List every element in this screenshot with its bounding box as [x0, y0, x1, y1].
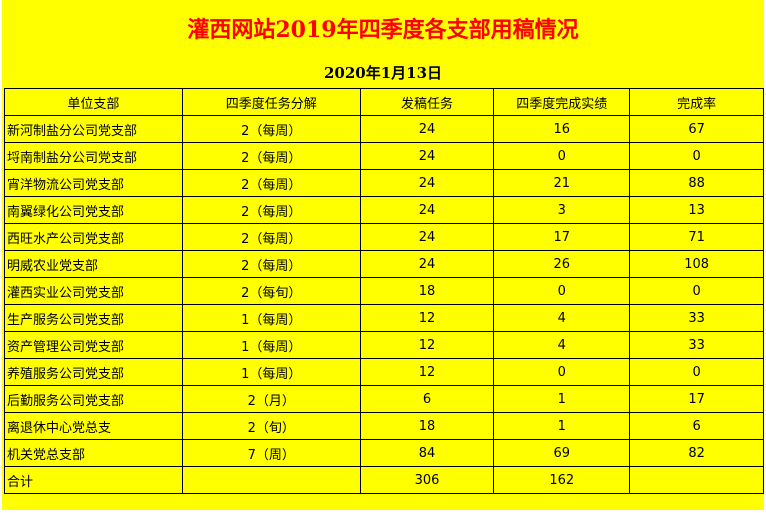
assigned-cell[interactable]: 12: [359, 304, 495, 332]
task-breakdown-cell[interactable]: 1（每周）: [181, 304, 361, 332]
rate-cell[interactable]: [629, 466, 764, 494]
assigned-cell[interactable]: 24: [359, 196, 495, 224]
completed-cell[interactable]: 3: [493, 196, 631, 224]
unit-cell[interactable]: 生产服务公司党支部: [4, 304, 183, 332]
assigned-cell[interactable]: 18: [359, 412, 495, 440]
completed-cell[interactable]: 1: [493, 385, 631, 413]
rate-cell[interactable]: 17: [629, 385, 764, 413]
completed-cell[interactable]: 0: [493, 358, 631, 386]
task-breakdown-cell[interactable]: 2（每周）: [181, 196, 361, 224]
completed-cell[interactable]: 4: [493, 304, 631, 332]
assigned-cell[interactable]: 12: [359, 331, 495, 359]
rate-cell[interactable]: 0: [629, 358, 764, 386]
unit-cell[interactable]: 新河制盐分公司党支部: [4, 115, 183, 143]
table-row: 资产管理公司党支部 1（每周） 12 4 33: [4, 331, 764, 359]
completed-cell[interactable]: 69: [493, 439, 631, 467]
column-header[interactable]: 完成率: [629, 88, 764, 116]
column-header[interactable]: 四季度任务分解: [181, 88, 361, 116]
completed-cell[interactable]: 4: [493, 331, 631, 359]
assigned-cell[interactable]: 24: [359, 142, 495, 170]
completed-cell[interactable]: 26: [493, 250, 631, 278]
completed-cell[interactable]: 1: [493, 412, 631, 440]
header-row: 单位支部 四季度任务分解 发稿任务 四季度完成实绩 完成率: [4, 88, 764, 116]
task-breakdown-cell[interactable]: 2（每周）: [181, 250, 361, 278]
unit-cell[interactable]: 机关党总支部: [4, 439, 183, 467]
rate-cell[interactable]: 82: [629, 439, 764, 467]
data-table: 单位支部 四季度任务分解 发稿任务 四季度完成实绩 完成率 新河制盐分公司党支部…: [4, 88, 764, 494]
assigned-cell[interactable]: 306: [359, 466, 495, 494]
column-header[interactable]: 单位支部: [4, 88, 183, 116]
unit-cell[interactable]: 西旺水产公司党支部: [4, 223, 183, 251]
assigned-cell[interactable]: 24: [359, 223, 495, 251]
task-breakdown-cell[interactable]: 1（每周）: [181, 331, 361, 359]
assigned-cell[interactable]: 24: [359, 115, 495, 143]
task-breakdown-cell[interactable]: [181, 466, 361, 494]
unit-cell[interactable]: 资产管理公司党支部: [4, 331, 183, 359]
completed-cell[interactable]: 21: [493, 169, 631, 197]
task-breakdown-cell[interactable]: 1（每周）: [181, 358, 361, 386]
task-breakdown-cell[interactable]: 2（旬）: [181, 412, 361, 440]
column-header[interactable]: 四季度完成实绩: [493, 88, 631, 116]
completed-cell[interactable]: 16: [493, 115, 631, 143]
rate-cell[interactable]: 33: [629, 304, 764, 332]
rate-cell[interactable]: 33: [629, 331, 764, 359]
assigned-cell[interactable]: 24: [359, 250, 495, 278]
table-row: 离退休中心党总支 2（旬） 18 1 6: [4, 412, 764, 440]
task-breakdown-cell[interactable]: 2（每周）: [181, 115, 361, 143]
rate-cell[interactable]: 108: [629, 250, 764, 278]
task-breakdown-cell[interactable]: 2（月）: [181, 385, 361, 413]
table-row: 生产服务公司党支部 1（每周） 12 4 33: [4, 304, 764, 332]
assigned-cell[interactable]: 12: [359, 358, 495, 386]
unit-cell[interactable]: 宵洋物流公司党支部: [4, 169, 183, 197]
table-row: 西旺水产公司党支部 2（每周） 24 17 71: [4, 223, 764, 251]
table-row: 养殖服务公司党支部 1（每周） 12 0 0: [4, 358, 764, 386]
unit-cell[interactable]: 合计: [4, 466, 183, 494]
completed-cell[interactable]: 0: [493, 142, 631, 170]
unit-cell[interactable]: 养殖服务公司党支部: [4, 358, 183, 386]
unit-cell[interactable]: 后勤服务公司党支部: [4, 385, 183, 413]
task-breakdown-cell[interactable]: 2（每周）: [181, 142, 361, 170]
rate-cell[interactable]: 0: [629, 142, 764, 170]
unit-cell[interactable]: 灌西实业公司党支部: [4, 277, 183, 305]
table-row: 宵洋物流公司党支部 2（每周） 24 21 88: [4, 169, 764, 197]
rate-cell[interactable]: 71: [629, 223, 764, 251]
report-title: 灌西网站2019年四季度各支部用稿情况: [187, 17, 579, 43]
assigned-cell[interactable]: 24: [359, 169, 495, 197]
rate-cell[interactable]: 0: [629, 277, 764, 305]
assigned-cell[interactable]: 18: [359, 277, 495, 305]
rate-cell[interactable]: 6: [629, 412, 764, 440]
completed-cell[interactable]: 17: [493, 223, 631, 251]
task-breakdown-cell[interactable]: 7（周）: [181, 439, 361, 467]
rate-cell[interactable]: 13: [629, 196, 764, 224]
completed-cell[interactable]: 0: [493, 277, 631, 305]
unit-cell[interactable]: 南翼绿化公司党支部: [4, 196, 183, 224]
unit-cell[interactable]: 埒南制盐分公司党支部: [4, 142, 183, 170]
completed-cell[interactable]: 162: [493, 466, 631, 494]
task-breakdown-cell[interactable]: 2（每旬）: [181, 277, 361, 305]
table-row: 机关党总支部 7（周） 84 69 82: [4, 439, 764, 467]
total-row: 合计 306 162: [4, 466, 764, 494]
table-row: 新河制盐分公司党支部 2（每周） 24 16 67: [4, 115, 764, 143]
table-row: 明威农业党支部 2（每周） 24 26 108: [4, 250, 764, 278]
report-date: 2020年1月13日: [323, 64, 443, 82]
table-row: 埒南制盐分公司党支部 2（每周） 24 0 0: [4, 142, 764, 170]
table-row: 后勤服务公司党支部 2（月） 6 1 17: [4, 385, 764, 413]
column-header[interactable]: 发稿任务: [359, 88, 495, 116]
task-breakdown-cell[interactable]: 2（每周）: [181, 223, 361, 251]
table-row: 南翼绿化公司党支部 2（每周） 24 3 13: [4, 196, 764, 224]
task-breakdown-cell[interactable]: 2（每周）: [181, 169, 361, 197]
assigned-cell[interactable]: 6: [359, 385, 495, 413]
unit-cell[interactable]: 明威农业党支部: [4, 250, 183, 278]
table-row: 灌西实业公司党支部 2（每旬） 18 0 0: [4, 277, 764, 305]
assigned-cell[interactable]: 84: [359, 439, 495, 467]
rate-cell[interactable]: 88: [629, 169, 764, 197]
unit-cell[interactable]: 离退休中心党总支: [4, 412, 183, 440]
rate-cell[interactable]: 67: [629, 115, 764, 143]
